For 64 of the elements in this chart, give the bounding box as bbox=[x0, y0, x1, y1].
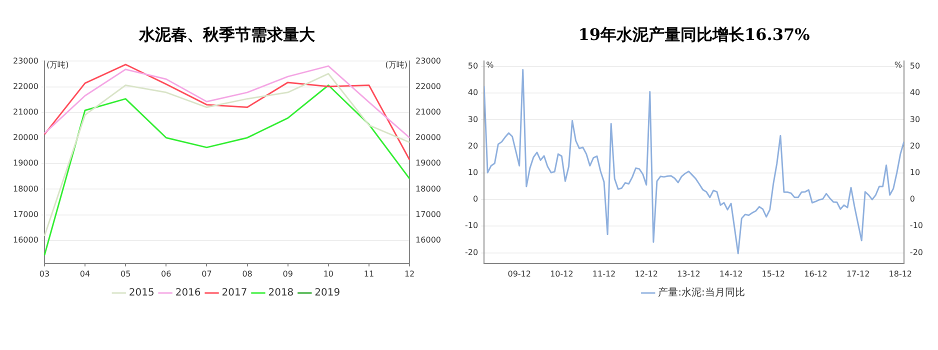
y-axis-title: % bbox=[486, 60, 494, 70]
x-tick-label: 05 bbox=[120, 269, 131, 278]
y2-tick-label: -10 bbox=[910, 221, 924, 230]
y-tick-label: 17000 bbox=[12, 210, 38, 219]
legend-label: 2016 bbox=[175, 288, 201, 299]
x-tick-label: 17-12 bbox=[846, 269, 870, 278]
y-tick-label: 20000 bbox=[12, 133, 38, 142]
chart-title: 19年水泥产量同比增长16.37% bbox=[578, 24, 810, 44]
y2-tick-label: 22000 bbox=[416, 82, 442, 91]
x-tick-label: 09-12 bbox=[508, 269, 531, 278]
y2-tick-label: 21000 bbox=[416, 107, 442, 116]
x-tick-label: 06 bbox=[161, 269, 172, 278]
y-tick-label: 0 bbox=[472, 194, 478, 204]
x-tick-label: 11-12 bbox=[592, 269, 616, 278]
y2-tick-label: 30 bbox=[910, 114, 920, 124]
y-tick-label: 21000 bbox=[12, 107, 38, 116]
x-tick-label: 07 bbox=[202, 269, 212, 278]
x-tick-label: 10-12 bbox=[550, 269, 574, 278]
y-tick-label: 40 bbox=[468, 88, 478, 98]
x-tick-label: 12-12 bbox=[634, 269, 658, 278]
legend-label: 2017 bbox=[222, 288, 248, 299]
y2-axis-title: % bbox=[894, 60, 902, 70]
y-axis-title: (万吨) bbox=[46, 60, 69, 70]
chart-title: 水泥春、秋季节需求量大 bbox=[138, 24, 316, 44]
y-tick-label: -10 bbox=[464, 221, 478, 230]
legend-label: 2019 bbox=[314, 288, 340, 299]
y2-tick-label: 23000 bbox=[416, 56, 442, 66]
y-tick-label: 30 bbox=[468, 114, 478, 124]
y-tick-label: 19000 bbox=[12, 158, 38, 168]
x-tick-label: 16-12 bbox=[804, 269, 828, 278]
x-tick-label: 04 bbox=[80, 269, 90, 278]
y2-axis-title: (万吨) bbox=[385, 60, 408, 70]
x-tick-label: 18-12 bbox=[888, 269, 912, 278]
x-tick-label: 11 bbox=[364, 269, 374, 278]
y-tick-label: -20 bbox=[464, 248, 478, 257]
y2-tick-label: 19000 bbox=[416, 158, 442, 168]
y2-tick-label: 16000 bbox=[416, 235, 442, 244]
y-tick-label: 20 bbox=[468, 141, 478, 150]
y-tick-label: 50 bbox=[468, 62, 478, 71]
x-tick-label: 13-12 bbox=[677, 269, 700, 278]
legend-label: 2018 bbox=[268, 288, 294, 299]
legend-label: 2015 bbox=[128, 288, 154, 299]
x-tick-label: 14-12 bbox=[719, 269, 743, 278]
y2-tick-label: 40 bbox=[910, 88, 920, 98]
x-tick-label: 12 bbox=[404, 269, 415, 278]
y-tick-label: 23000 bbox=[12, 56, 38, 66]
x-tick-label: 09 bbox=[282, 269, 293, 278]
y2-tick-label: 0 bbox=[910, 194, 916, 204]
y2-tick-label: 50 bbox=[910, 62, 920, 71]
x-tick-label: 15-12 bbox=[762, 269, 786, 278]
y2-tick-label: 20 bbox=[910, 141, 920, 150]
y2-tick-label: 10 bbox=[910, 168, 920, 178]
y2-tick-label: 18000 bbox=[416, 184, 442, 194]
y-tick-label: 18000 bbox=[12, 184, 38, 194]
y2-tick-label: -20 bbox=[910, 248, 924, 257]
y-tick-label: 16000 bbox=[12, 235, 38, 244]
y2-tick-label: 17000 bbox=[416, 210, 442, 219]
y-tick-label: 22000 bbox=[12, 82, 38, 91]
x-tick-label: 08 bbox=[242, 269, 252, 278]
x-tick-label: 03 bbox=[39, 269, 50, 278]
x-tick-label: 10 bbox=[323, 269, 334, 278]
y-tick-label: 10 bbox=[468, 168, 478, 178]
y2-tick-label: 20000 bbox=[416, 133, 442, 142]
legend-label: 产量:水泥:当月同比 bbox=[658, 286, 745, 299]
